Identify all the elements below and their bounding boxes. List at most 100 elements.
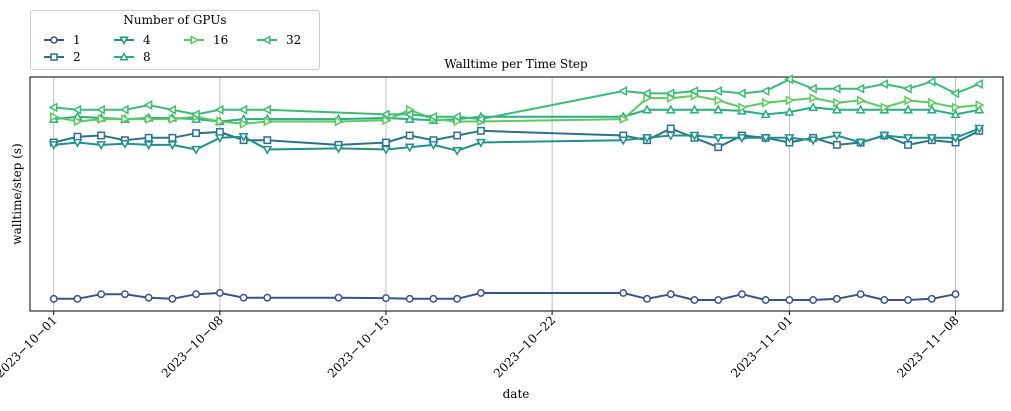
data-point xyxy=(72,104,82,115)
data-point xyxy=(714,95,724,106)
data-point xyxy=(451,111,461,122)
data-point xyxy=(902,83,912,94)
data-point xyxy=(192,129,201,138)
legend-swatch xyxy=(44,53,64,61)
series-32-gpus xyxy=(48,74,983,125)
data-point xyxy=(404,109,414,120)
data-point xyxy=(714,296,723,304)
series-group xyxy=(48,74,985,304)
data-point xyxy=(214,104,224,115)
legend-label: 4 xyxy=(143,33,151,47)
data-point xyxy=(95,104,105,115)
data-point xyxy=(689,131,700,141)
data-point xyxy=(928,97,938,108)
data-point xyxy=(642,134,652,144)
data-point xyxy=(880,102,890,113)
legend-swatch-marker xyxy=(262,35,271,45)
legend-swatch xyxy=(184,35,204,45)
data-point xyxy=(665,88,675,99)
data-point xyxy=(215,289,224,297)
data-point xyxy=(831,83,841,94)
data-point xyxy=(619,114,629,125)
data-point xyxy=(784,106,795,116)
data-point xyxy=(216,116,226,127)
legend-entry-4: 4 xyxy=(113,32,151,48)
data-point xyxy=(263,293,272,302)
data-point xyxy=(974,104,985,114)
data-point xyxy=(689,104,700,114)
data-point xyxy=(97,290,106,299)
series-line xyxy=(53,127,980,149)
data-point xyxy=(689,86,699,96)
data-point xyxy=(334,116,344,127)
data-point xyxy=(831,131,842,141)
data-point xyxy=(119,139,130,149)
legend-entry-32: 32 xyxy=(256,32,301,48)
data-point xyxy=(903,134,914,144)
data-point xyxy=(832,294,841,303)
data-point xyxy=(119,104,129,115)
data-point xyxy=(760,86,770,96)
data-point xyxy=(238,132,249,142)
data-point xyxy=(643,294,651,303)
series-16-gpus xyxy=(50,90,985,129)
data-point xyxy=(808,136,819,146)
data-point xyxy=(736,88,746,99)
data-point xyxy=(167,104,177,115)
data-point xyxy=(475,138,486,148)
data-point xyxy=(72,138,83,148)
data-point xyxy=(97,114,107,125)
data-point xyxy=(214,134,225,144)
data-point xyxy=(927,294,936,303)
data-point xyxy=(903,104,914,114)
data-point xyxy=(121,114,131,125)
data-point xyxy=(428,141,439,151)
legend-swatch-marker xyxy=(119,36,129,45)
data-point xyxy=(926,134,937,144)
data-point xyxy=(641,88,651,99)
data-point xyxy=(738,290,746,299)
legend-swatch xyxy=(257,35,277,45)
data-point xyxy=(879,79,889,89)
data-point xyxy=(476,289,485,297)
data-point xyxy=(143,100,153,111)
data-point xyxy=(453,294,462,303)
data-point xyxy=(855,104,866,114)
data-point xyxy=(951,102,961,113)
data-point xyxy=(404,113,415,123)
data-point xyxy=(96,141,107,151)
data-point xyxy=(809,93,819,104)
data-point xyxy=(784,74,794,85)
data-point xyxy=(855,83,865,94)
series-line xyxy=(53,292,956,301)
data-point xyxy=(974,124,985,134)
data-point xyxy=(807,83,817,94)
data-point xyxy=(262,104,272,115)
data-point xyxy=(833,97,843,108)
x-tick-label: 2023−10−15 xyxy=(325,313,392,380)
data-point xyxy=(856,290,865,299)
data-point xyxy=(665,131,676,141)
data-point xyxy=(666,290,675,299)
data-point xyxy=(950,109,961,119)
data-point xyxy=(239,118,249,129)
legend: Number of GPUs 1 2 4 8 16 32 xyxy=(30,10,320,70)
data-point xyxy=(904,95,914,106)
legend-swatch-marker xyxy=(190,35,199,45)
data-point xyxy=(904,296,913,304)
x-tick-label: 2023−10−01 xyxy=(0,313,60,380)
data-point xyxy=(619,289,628,297)
data-point xyxy=(714,143,723,152)
data-point xyxy=(143,141,154,151)
data-point xyxy=(855,138,866,148)
series-4-gpus xyxy=(48,124,985,156)
data-point xyxy=(48,102,58,113)
data-point xyxy=(238,104,248,115)
data-point xyxy=(950,134,961,144)
data-point xyxy=(690,296,699,304)
data-point xyxy=(144,133,153,142)
legend-entry-8: 8 xyxy=(113,49,151,65)
legend-entry-2: 2 xyxy=(43,49,81,65)
data-point xyxy=(712,86,722,96)
data-point xyxy=(713,134,724,144)
